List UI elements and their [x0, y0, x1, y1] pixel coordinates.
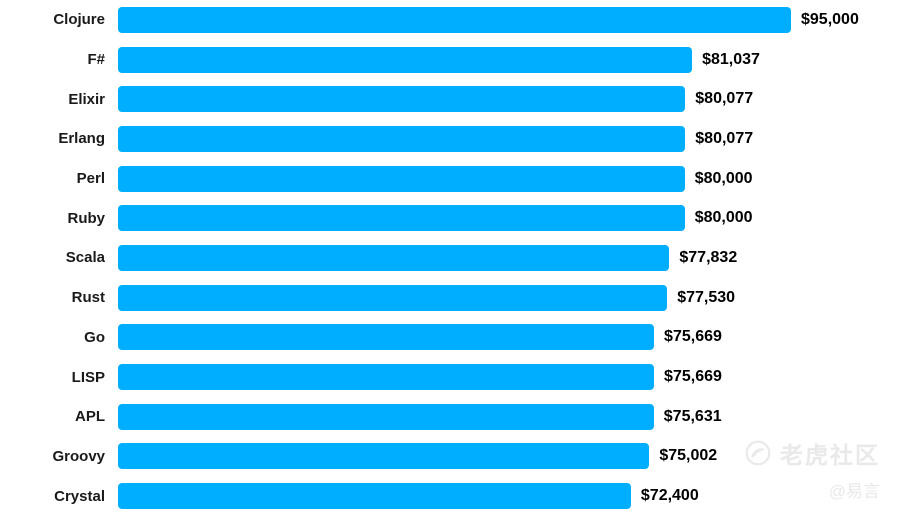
bar-row: Perl $80,000 [0, 159, 900, 199]
value-label: $75,631 [663, 407, 722, 425]
bar [118, 165, 685, 192]
value-label: $75,002 [659, 447, 718, 465]
bar [118, 324, 655, 351]
bar-row: Rust $77,530 [0, 278, 900, 318]
bar-row: F# $81,037 [0, 40, 900, 80]
bar [118, 205, 685, 232]
value-label: $80,077 [695, 129, 754, 147]
bar-row: Ruby $80,000 [0, 198, 900, 238]
bar [118, 483, 631, 510]
bar-row: Go $75,669 [0, 318, 900, 358]
category-label: Rust [71, 289, 105, 307]
bar [118, 284, 668, 311]
category-label: Clojure [53, 11, 105, 29]
value-label: $77,530 [677, 288, 736, 306]
category-label: Scala [65, 249, 105, 267]
bar-row: Erlang $80,077 [0, 119, 900, 159]
value-label: $95,000 [801, 10, 859, 28]
value-label: $80,077 [695, 90, 754, 108]
bar-row: Scala $77,832 [0, 238, 900, 278]
category-label: LISP [71, 368, 105, 386]
category-label: Groovy [52, 447, 105, 465]
watermark-author-text: @易言 [828, 482, 880, 501]
bar [118, 86, 686, 113]
bar [118, 244, 670, 271]
category-label: Erlang [58, 130, 105, 148]
category-label: Elixir [68, 90, 105, 108]
tiger-logo-icon [745, 440, 771, 466]
bar [118, 6, 791, 33]
category-label: Crystal [54, 487, 105, 505]
bar [118, 403, 654, 430]
bar-row: Clojure $95,000 [0, 0, 900, 40]
value-label: $81,037 [702, 50, 760, 68]
category-label: Perl [76, 170, 105, 188]
bar [118, 125, 686, 152]
bar-row: Crystal $72,400 [0, 476, 900, 516]
bar [118, 443, 650, 470]
value-label: $80,000 [694, 169, 753, 187]
value-label: $75,669 [664, 328, 722, 346]
category-label: Go [84, 328, 105, 346]
value-label: $77,832 [679, 248, 738, 266]
watermark-brand-row: 老虎社区 [745, 436, 880, 470]
bar [118, 46, 693, 73]
category-label: APL [75, 408, 105, 426]
category-label: Ruby [67, 209, 106, 227]
bar-row: Elixir $80,077 [0, 79, 900, 119]
bar [118, 364, 655, 391]
value-label: $72,400 [640, 487, 699, 505]
bar-row: LISP $75,669 [0, 357, 900, 397]
category-label: F# [87, 51, 105, 69]
bar-row: Groovy $75,002 [0, 437, 900, 477]
bar-row: APL $75,631 [0, 397, 900, 437]
value-label: $75,669 [664, 368, 722, 386]
value-label: $80,000 [694, 209, 753, 227]
watermark-brand-text: 老虎社区 [780, 442, 880, 468]
watermark: 老虎社区 @易言 [745, 436, 880, 502]
